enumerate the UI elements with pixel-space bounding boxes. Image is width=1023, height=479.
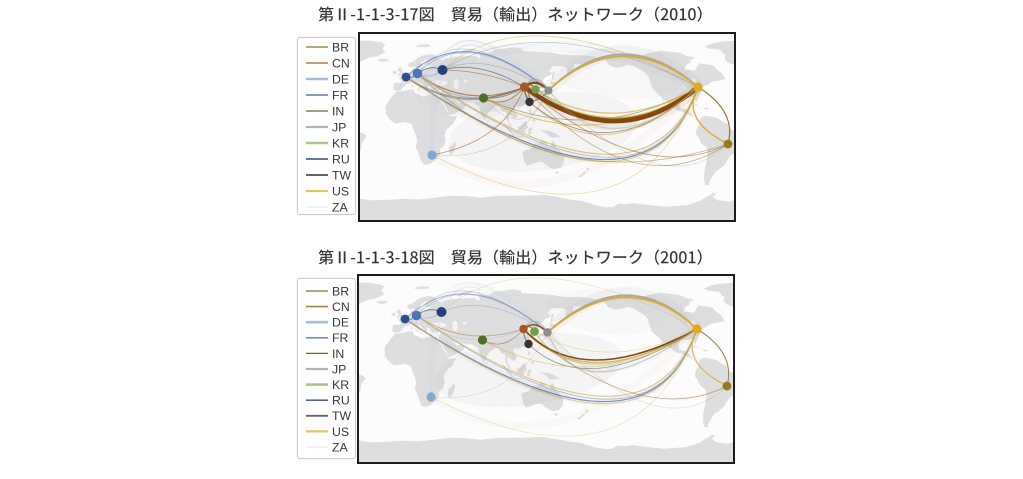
svg-text:ZA: ZA — [332, 200, 349, 214]
svg-text:DE: DE — [332, 316, 349, 330]
svg-text:IN: IN — [332, 104, 344, 118]
svg-text:ZA: ZA — [332, 440, 349, 454]
svg-text:KR: KR — [332, 136, 349, 150]
svg-text:TW: TW — [332, 409, 352, 423]
svg-text:KR: KR — [332, 378, 349, 392]
svg-text:RU: RU — [332, 152, 350, 166]
svg-text:US: US — [332, 425, 349, 439]
svg-text:IN: IN — [332, 347, 344, 361]
svg-text:BR: BR — [332, 40, 349, 54]
svg-text:JP: JP — [332, 120, 346, 134]
svg-text:DE: DE — [332, 72, 349, 86]
svg-text:JP: JP — [332, 362, 346, 376]
svg-text:FR: FR — [332, 88, 349, 102]
svg-text:TW: TW — [332, 168, 352, 182]
svg-text:CN: CN — [332, 300, 350, 314]
svg-text:FR: FR — [332, 331, 349, 345]
svg-text:RU: RU — [332, 394, 350, 408]
svg-text:US: US — [332, 184, 349, 198]
svg-text:CN: CN — [332, 56, 350, 70]
svg-text:BR: BR — [332, 284, 349, 298]
